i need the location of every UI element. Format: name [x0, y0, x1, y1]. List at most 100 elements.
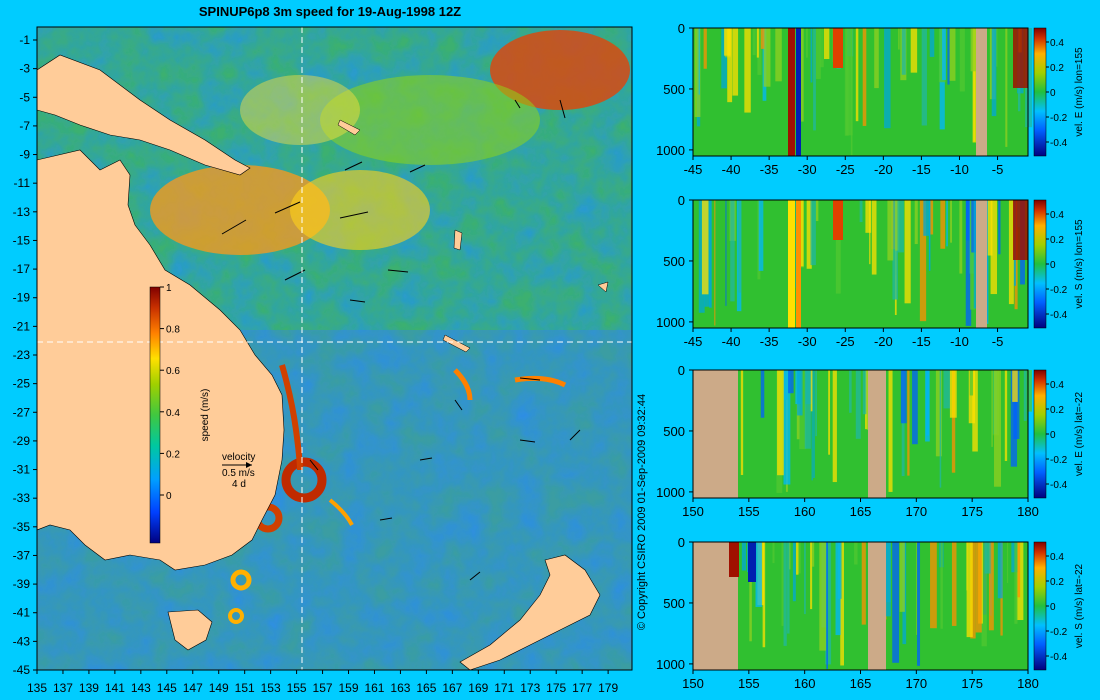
panel-y-tick-label: 0	[678, 21, 685, 36]
panel-x-tick-label: -5	[992, 334, 1004, 349]
section-streak	[1025, 28, 1033, 128]
panel-y-tick-label: 1000	[656, 485, 685, 500]
speed-colorbar-label: speed (m/s)	[200, 389, 211, 442]
section-streak	[819, 542, 826, 651]
section-streak	[783, 542, 787, 646]
section-streak	[810, 200, 816, 266]
panel-y-tick-label: 0	[678, 363, 685, 378]
section-streak	[947, 28, 950, 85]
section-streak	[884, 28, 891, 129]
panel-x-tick-label: -30	[798, 162, 817, 177]
section-land	[976, 200, 987, 328]
map-lat-tick-label: -39	[13, 577, 31, 591]
section-streak	[940, 200, 946, 249]
section-streak	[985, 200, 993, 256]
panel-y-tick-label: 500	[663, 254, 685, 269]
map-lon-tick-label: 157	[313, 681, 333, 695]
velocity-key-label: velocity	[222, 452, 255, 463]
section-streak	[862, 28, 867, 126]
section-streak	[810, 370, 813, 412]
current-patch	[150, 165, 330, 255]
map-lon-tick-label: 143	[131, 681, 151, 695]
map-lon-tick-label: 141	[105, 681, 125, 695]
panel-x-tick-label: -30	[798, 334, 817, 349]
section-streak	[783, 370, 791, 485]
panel-colorbar-tick-label: -0.2	[1050, 627, 1068, 638]
section-streak	[972, 28, 977, 143]
current-patch	[240, 75, 360, 145]
section-streak	[797, 370, 803, 416]
section-streak	[994, 370, 1001, 487]
map-lat-tick-label: -11	[14, 176, 31, 190]
section-streak	[892, 542, 900, 663]
panel-x-tick-label: 180	[1017, 676, 1039, 691]
section-streak	[970, 542, 976, 639]
map-lon-tick-label: 171	[494, 681, 514, 695]
section-streak	[772, 542, 775, 564]
section-streak	[815, 370, 817, 437]
panel-colorbar-tick-label: 0.4	[1050, 38, 1064, 49]
section-streak	[991, 370, 993, 447]
section-streak	[1005, 28, 1008, 147]
section-streak	[760, 370, 765, 418]
section-streak	[815, 200, 819, 222]
section-streak	[849, 370, 852, 413]
section-streak	[951, 370, 956, 473]
panel-x-tick-label: -20	[874, 162, 893, 177]
speed-colorbar-tick-label: 0.4	[166, 408, 180, 419]
section-streak	[727, 28, 733, 103]
section-streak	[1014, 542, 1018, 624]
section-streak	[730, 200, 735, 302]
section-core	[796, 28, 801, 156]
map-lat-ticks: -1 -3 -5 -7 -9 -11 -13 -15 -17 -19 -21 -23 -25 -27 -29…	[13, 33, 37, 677]
section-streak	[799, 370, 806, 450]
section-streak	[703, 28, 707, 69]
current-streak	[328, 498, 354, 526]
section-land	[868, 542, 886, 670]
section-streak	[910, 28, 918, 73]
map-lon-tick-label: 179	[598, 681, 618, 695]
section-streak	[749, 542, 752, 642]
section-streak	[811, 542, 815, 567]
section-streak	[950, 200, 953, 243]
section-streak	[798, 542, 801, 574]
map-lon-tick-label: 161	[364, 681, 384, 695]
velocity-key-duration: 4 d	[232, 479, 246, 490]
current-patch	[490, 30, 630, 110]
section-streak	[810, 542, 813, 610]
panel-colorbar-label: vel. S (m/s) lon=155	[1074, 219, 1085, 309]
section-streak	[970, 28, 976, 72]
section-streak	[855, 28, 859, 122]
speed-colorbar: 1 0.8 0.6 0.4 0.2 0 speed (m/s)	[149, 283, 211, 544]
section-streak	[981, 542, 987, 647]
panel-colorbar-tick-label: 0	[1050, 260, 1056, 271]
speed-colorbar-tick-label: 0.6	[166, 366, 180, 377]
section-streak	[949, 28, 956, 81]
panel-frame	[692, 199, 1029, 329]
velocity-arrows	[221, 99, 581, 581]
east-australian-current	[279, 364, 303, 471]
map-lon-tick-label: 139	[79, 681, 99, 695]
section-streak	[861, 542, 866, 625]
map-lon-tick-label: 175	[546, 681, 566, 695]
section-streak	[825, 542, 832, 665]
map-lat-tick-label: -1	[19, 33, 30, 47]
map-lat-tick-label: -33	[13, 491, 31, 505]
section-streak	[840, 542, 844, 666]
panel-x-tick-label: -5	[992, 162, 1004, 177]
section-streak	[984, 542, 991, 574]
panel-y-tick-label: 500	[663, 424, 685, 439]
section-streak	[738, 200, 741, 293]
section-streak	[740, 370, 744, 475]
panel-x-tick-label: -35	[760, 162, 779, 177]
map-lon-tick-label: 151	[235, 681, 255, 695]
map-lat-tick-label: -25	[13, 377, 31, 391]
panel-x-tick-label: 160	[794, 676, 816, 691]
section-core	[1013, 200, 1028, 260]
section-streak	[732, 28, 739, 96]
panel-colorbar-tick-label: -0.2	[1050, 285, 1068, 296]
panel-colorbar-label: vel. E (m/s) lon=155	[1074, 47, 1085, 137]
section-streak	[1004, 370, 1008, 461]
map-lon-tick-label: 137	[53, 681, 73, 695]
current-streak	[453, 368, 473, 401]
